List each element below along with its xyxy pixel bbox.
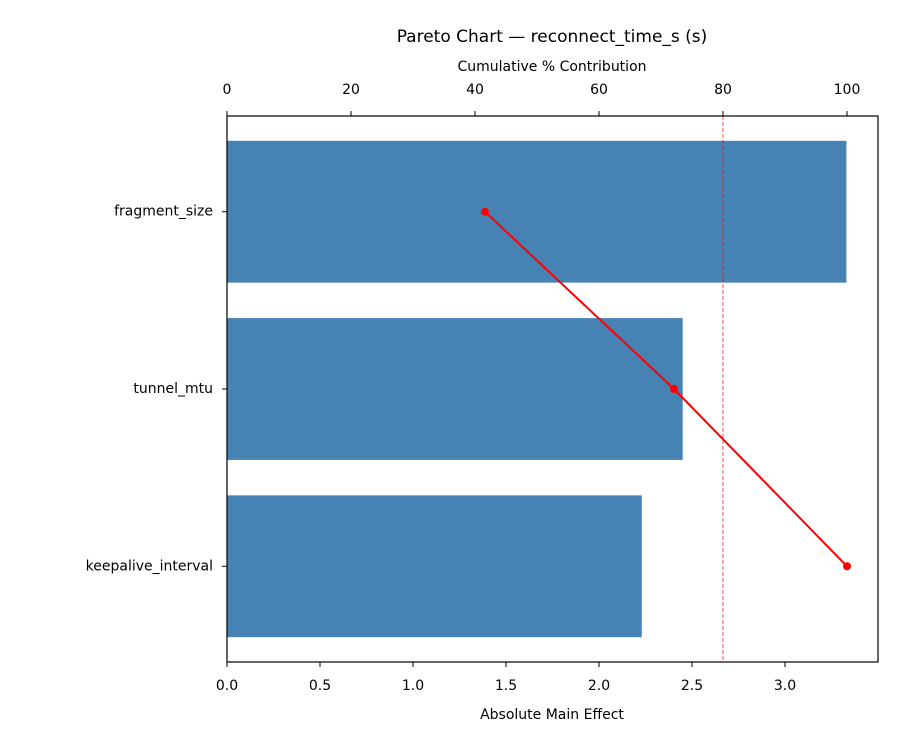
- x2-tick-label: 100: [834, 82, 861, 98]
- x-tick-label: 0.5: [309, 678, 331, 694]
- x-tick-label: 1.0: [402, 678, 424, 694]
- x-tick-label: 2.5: [681, 678, 703, 694]
- bar: [227, 318, 683, 460]
- x2-tick-label: 40: [466, 82, 484, 98]
- x2-axis-label: Cumulative % Contribution: [457, 59, 646, 75]
- x-tick-label: 0.0: [216, 678, 238, 694]
- bar: [227, 495, 642, 638]
- cumulative-point: [670, 385, 679, 393]
- y-tick-label: keepalive_interval: [86, 558, 213, 574]
- x-tick-label: 3.0: [774, 678, 796, 694]
- cumulative-point: [480, 207, 489, 216]
- cumulative-point: [843, 562, 851, 571]
- x2-tick-label: 80: [714, 82, 732, 98]
- y-tick-label: tunnel_mtu: [133, 381, 213, 397]
- chart-title: Pareto Chart — reconnect_time_s (s): [397, 27, 708, 47]
- x2-tick-label: 0: [223, 82, 232, 98]
- x2-tick-label: 20: [342, 82, 360, 98]
- x-tick-label: 1.5: [495, 678, 517, 694]
- x-tick-label: 2.0: [588, 678, 610, 694]
- y-tick-label: fragment_size: [114, 204, 213, 220]
- x2-tick-label: 60: [590, 82, 608, 98]
- x-axis-label: Absolute Main Effect: [480, 707, 624, 723]
